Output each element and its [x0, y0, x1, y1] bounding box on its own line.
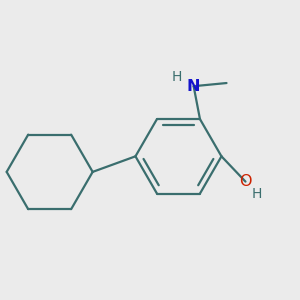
Text: O: O — [239, 174, 252, 189]
Text: H: H — [252, 187, 262, 201]
Text: H: H — [172, 70, 182, 84]
Text: N: N — [187, 79, 200, 94]
